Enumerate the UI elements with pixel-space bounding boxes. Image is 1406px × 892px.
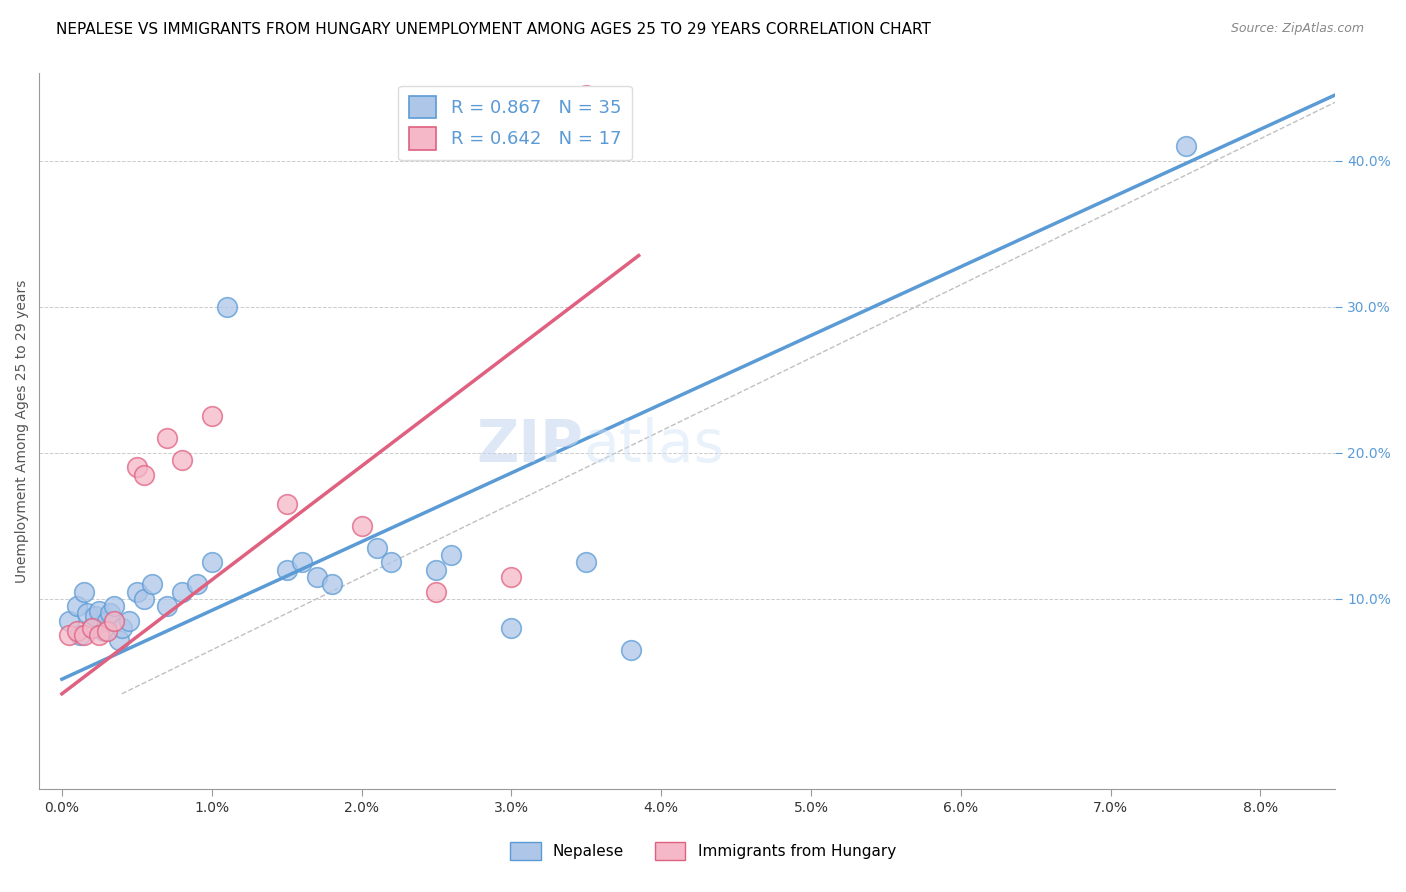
Point [350,518,373,533]
Point [66,599,89,614]
Point [186,577,208,591]
Point [93,624,115,638]
Point [134,467,156,482]
Point [66,624,89,638]
Legend: Nepalese, Immigrants from Hungary: Nepalese, Immigrants from Hungary [505,836,901,866]
Point [156,599,179,614]
Y-axis label: Unemployment Among Ages 25 to 29 years: Unemployment Among Ages 25 to 29 years [15,279,30,582]
Text: NEPALESE VS IMMIGRANTS FROM HUNGARY UNEMPLOYMENT AMONG AGES 25 TO 29 YEARS CORRE: NEPALESE VS IMMIGRANTS FROM HUNGARY UNEM… [56,22,931,37]
Text: atlas: atlas [583,417,724,474]
Point [103,614,125,628]
Point [501,570,523,584]
Point [58,628,80,642]
Point [321,577,343,591]
Point [380,555,402,569]
Point [276,563,298,577]
Point [89,628,111,642]
Point [141,577,163,591]
Point [111,621,134,635]
Point [98,607,121,621]
Point [96,624,118,638]
Point [366,541,388,555]
Point [575,555,598,569]
Point [125,584,148,599]
Point [276,497,298,511]
Point [440,548,463,562]
Point [83,609,105,624]
Point [170,453,193,467]
Text: Source: ZipAtlas.com: Source: ZipAtlas.com [1230,22,1364,36]
Point [1174,139,1197,153]
Point [425,563,447,577]
Point [201,409,224,424]
Point [69,628,91,642]
Point [425,584,447,599]
Point [103,599,125,614]
Point [80,621,103,635]
Point [80,621,103,635]
Point [108,632,131,647]
Point [501,621,523,635]
Text: ZIP: ZIP [477,417,583,474]
Point [118,614,141,628]
Point [134,591,156,606]
Point [215,300,238,314]
Point [575,87,598,102]
Point [170,584,193,599]
Point [156,431,179,445]
Point [58,614,80,628]
Point [76,607,98,621]
Point [305,570,328,584]
Point [96,614,118,628]
Point [201,555,224,569]
Point [73,628,96,642]
Legend: R = 0.867   N = 35, R = 0.642   N = 17: R = 0.867 N = 35, R = 0.642 N = 17 [398,86,633,161]
Point [73,584,96,599]
Point [291,555,314,569]
Point [89,603,111,617]
Point [620,643,643,657]
Point [125,460,148,475]
